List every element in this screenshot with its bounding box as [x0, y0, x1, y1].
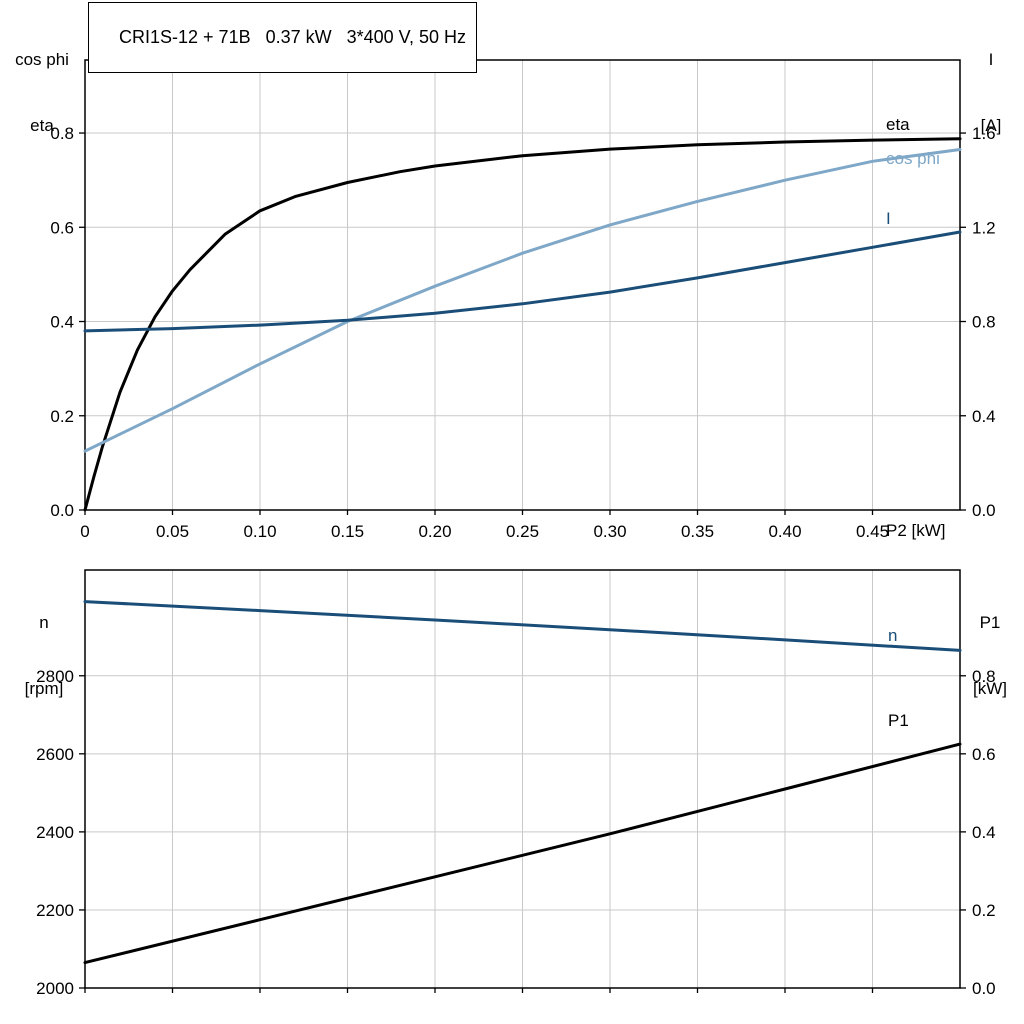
right-axis-line1: I	[988, 50, 994, 69]
x-tick-label: 0.20	[418, 522, 451, 541]
x-tick-label: 0.30	[593, 522, 626, 541]
bottom-left-axis-title: n [rpm]	[8, 568, 80, 744]
x-tick-label: 0.05	[156, 522, 189, 541]
curve-label-n: n	[888, 626, 897, 645]
left-tick-label: 0.6	[50, 218, 74, 237]
left-tick-label: 2800	[36, 667, 74, 686]
curve-eta	[83, 137, 962, 512]
curve-n	[83, 600, 962, 652]
left-tick-label: 2600	[36, 745, 74, 764]
right-tick-label: 0.8	[972, 313, 996, 332]
plot-frame	[84, 569, 961, 989]
curve-label-P1: P1	[888, 711, 909, 730]
chart-title: CRI1S-12 + 71B 0.37 kW 3*400 V, 50 Hz	[119, 27, 467, 47]
x-tick-label: 0.10	[243, 522, 276, 541]
right-tick-label: 1.6	[972, 124, 996, 143]
left-axis-line2: eta	[30, 116, 54, 135]
top-left-axis-title: cos phi eta	[4, 5, 80, 181]
right-tick-label: 0.6	[972, 745, 996, 764]
left-tick-label: 0.2	[50, 407, 74, 426]
bottom-right-axis-title: P1 [kW]	[962, 568, 1018, 744]
x-tick-label: 0.15	[331, 522, 364, 541]
left-tick-label: 0.0	[50, 501, 74, 520]
power-axis-line1: P1	[979, 613, 1001, 632]
right-tick-label: 1.2	[972, 218, 996, 237]
curve-label-eta: eta	[886, 115, 910, 134]
power-axis-line2: [kW]	[973, 679, 1007, 698]
x-tick-label: 0.45	[856, 522, 889, 541]
curve-P1	[83, 742, 962, 965]
right-tick-label: 0.4	[972, 407, 996, 426]
chart-title-box: CRI1S-12 + 71B 0.37 kW 3*400 V, 50 Hz	[88, 2, 478, 73]
right-tick-label: 0.0	[972, 501, 996, 520]
curve-label-cos_phi: cos phi	[886, 149, 940, 168]
x-tick-label: 0.40	[768, 522, 801, 541]
curve-cos_phi	[83, 148, 962, 453]
x-tick-label: 0.35	[681, 522, 714, 541]
left-tick-label: 2000	[36, 979, 74, 998]
left-tick-label: 2200	[36, 901, 74, 920]
left-tick-label: 0.4	[50, 313, 74, 332]
speed-power-chart: 2000 2200 2400 2600 2800 0.0 0.2 0.4 0.6 0.8 n P1	[36, 569, 996, 998]
speed-axis-line2: [rpm]	[24, 679, 64, 698]
curve-label-I: I	[886, 209, 891, 228]
x-tick-label: 0	[80, 522, 89, 541]
right-tick-label: 0.0	[972, 979, 996, 998]
right-axis-line2: [A]	[980, 116, 1002, 135]
curve-I	[83, 230, 962, 333]
plot-frame	[84, 59, 961, 511]
x-axis-unit-label: P2 [kW]	[886, 521, 946, 540]
efficiency-current-chart: 0 0.05 0.10 0.15 0.20 0.25 0.30 0.35 0.40 0.45 0.0…	[50, 59, 996, 541]
left-tick-label: 0.8	[50, 124, 74, 143]
left-axis-line1: cos phi	[15, 50, 69, 69]
x-tick-label: 0.25	[506, 522, 539, 541]
top-right-axis-title: I [A]	[966, 5, 1016, 181]
right-tick-label: 0.4	[972, 823, 996, 842]
right-tick-label: 0.2	[972, 901, 996, 920]
left-tick-label: 2400	[36, 823, 74, 842]
right-tick-label: 0.8	[972, 667, 996, 686]
speed-axis-line1: n	[39, 613, 49, 632]
